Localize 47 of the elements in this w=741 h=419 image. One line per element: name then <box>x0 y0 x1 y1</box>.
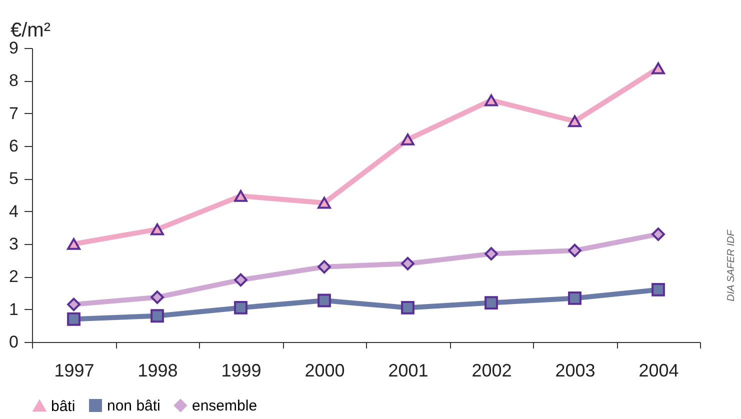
point <box>318 260 331 274</box>
y-tick-label: 6 <box>9 136 18 156</box>
y-tick-label: 2 <box>9 267 18 286</box>
point <box>150 309 164 323</box>
text: DIA SAFER IDF <box>726 230 737 302</box>
point <box>401 256 414 270</box>
point <box>652 228 665 241</box>
x-tick-label: 2001 <box>388 360 428 380</box>
y-tick-label: 4 <box>9 202 18 221</box>
legend-label: ensemble <box>192 398 258 415</box>
x-tick-label: 1997 <box>54 360 94 380</box>
y-tick-label: 5 <box>9 169 18 188</box>
point <box>318 294 331 308</box>
x-tick-label: 1998 <box>138 360 178 380</box>
point <box>150 290 164 304</box>
x-tick-label: 1999 <box>221 360 262 380</box>
point <box>568 292 582 305</box>
point <box>652 62 665 74</box>
x-tick-label: 2002 <box>472 360 512 380</box>
y-tick-label: 1 <box>9 300 18 319</box>
x-tick-label: 2004 <box>638 360 679 380</box>
point <box>234 273 248 287</box>
point <box>652 283 665 296</box>
x-tick-label: 2000 <box>304 360 345 380</box>
point <box>67 298 80 312</box>
point <box>67 312 80 326</box>
point <box>484 247 498 260</box>
point <box>234 301 248 314</box>
point <box>568 244 582 258</box>
y-tick-label: 9 <box>9 38 18 58</box>
y-tick-label: 7 <box>9 104 18 123</box>
point <box>401 134 414 146</box>
y-tick-label: 3 <box>9 234 18 254</box>
y-axis-title: €/m² <box>10 20 51 42</box>
point <box>568 115 582 128</box>
point <box>234 190 248 202</box>
legend-label: bâti <box>51 398 76 415</box>
y-tick-label: 8 <box>9 71 18 90</box>
y-tick-label: 0 <box>9 332 18 352</box>
point <box>67 238 80 250</box>
point <box>484 296 498 310</box>
x-tick-label: 2003 <box>555 360 596 380</box>
point <box>150 223 164 236</box>
legend-label: non bâti <box>107 398 160 415</box>
point <box>401 301 414 314</box>
point <box>484 94 498 106</box>
point <box>318 196 331 209</box>
